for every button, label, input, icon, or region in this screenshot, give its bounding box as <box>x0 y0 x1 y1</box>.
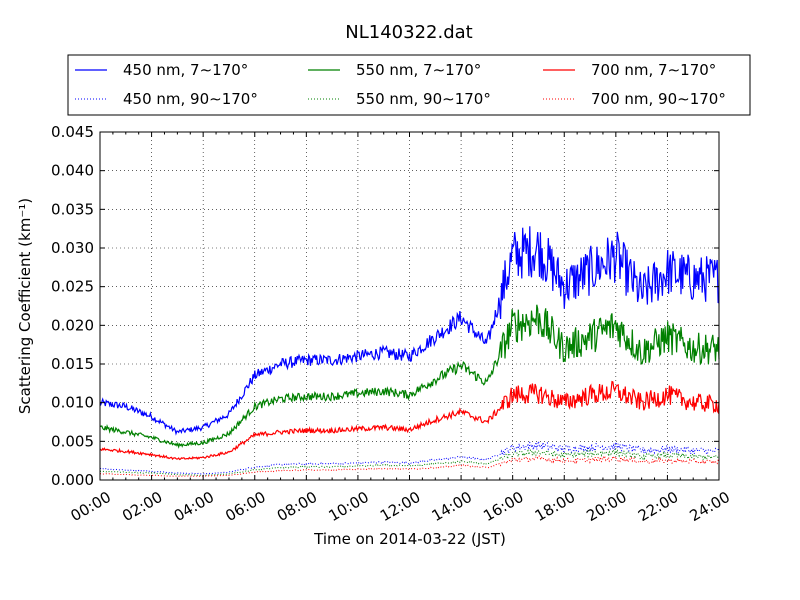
x-axis-label: Time on 2014-03-22 (JST) <box>313 530 506 548</box>
y-tick-label: 0.025 <box>51 278 94 296</box>
y-tick-label: 0.035 <box>51 200 94 218</box>
x-tick-label: 04:00 <box>171 488 217 525</box>
x-tick-label: 00:00 <box>68 488 114 525</box>
legend-label: 550 nm, 7∼170° <box>356 61 481 79</box>
y-tick-label: 0.030 <box>51 239 94 257</box>
legend-frame <box>67 54 751 116</box>
series-line-5 <box>99 454 720 477</box>
legend-label: 450 nm, 7∼170° <box>123 61 248 79</box>
x-tick-label: 08:00 <box>274 488 320 525</box>
y-tick-label: 0.040 <box>51 162 94 180</box>
series-line-4 <box>99 380 720 461</box>
x-tick-label: 02:00 <box>119 488 165 525</box>
x-tick-label: 24:00 <box>687 488 733 525</box>
legend-label: 700 nm, 7∼170° <box>591 61 716 79</box>
y-tick-label: 0.015 <box>51 355 94 373</box>
x-tick-label: 16:00 <box>480 488 526 525</box>
y-tick-label: 0.000 <box>51 471 94 489</box>
legend-label: 450 nm, 90∼170° <box>123 90 258 108</box>
legend-label: 700 nm, 90∼170° <box>591 90 726 108</box>
x-tick-label: 12:00 <box>377 488 423 525</box>
y-axis-label: Scattering Coefficient (km⁻¹) <box>16 198 34 414</box>
y-tick-label: 0.005 <box>51 432 94 450</box>
x-tick-label: 22:00 <box>635 488 681 525</box>
legend-label: 550 nm, 90∼170° <box>356 90 491 108</box>
chart-title: NL140322.dat <box>345 22 472 43</box>
x-tick-label: 14:00 <box>429 488 475 525</box>
axis-ticks: 0.000 0.005 0.010 0.015 0.020 0.025 0.030 0.035… <box>51 123 733 525</box>
grid <box>100 132 719 480</box>
y-tick-label: 0.045 <box>51 123 94 141</box>
series-line-3 <box>99 448 720 477</box>
y-tick-label: 0.020 <box>51 316 94 334</box>
legend: 450 nm, 7∼170° 550 nm, 7∼170° 700 nm, 7∼17… <box>67 54 751 116</box>
series-line-0 <box>99 226 720 436</box>
x-tick-label: 10:00 <box>325 488 371 525</box>
y-tick-label: 0.010 <box>51 394 94 412</box>
x-tick-label: 06:00 <box>222 488 268 525</box>
series-line-2 <box>99 304 720 449</box>
x-tick-label: 20:00 <box>583 488 629 525</box>
plot-series <box>99 226 720 477</box>
x-tick-label: 18:00 <box>532 488 578 525</box>
